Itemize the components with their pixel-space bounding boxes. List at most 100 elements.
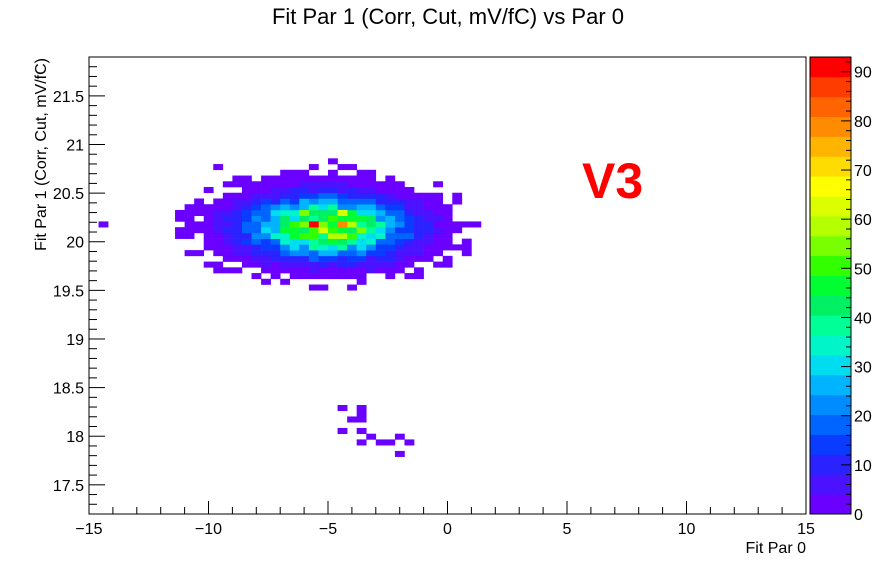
heatmap-cell <box>318 221 329 228</box>
heatmap-cell <box>356 255 367 262</box>
colorbar-segment <box>810 136 851 157</box>
heatmap-cell <box>328 273 338 280</box>
heatmap-cell <box>366 215 377 222</box>
heatmap-cell <box>404 227 415 234</box>
heatmap-cell <box>194 221 205 228</box>
heatmap-cell <box>442 209 453 216</box>
heatmap-cell <box>251 232 262 239</box>
colorbar-tick-label: 60 <box>854 212 872 229</box>
colorbar-tick-label: 0 <box>854 507 863 524</box>
heatmap-cell <box>347 250 357 257</box>
heatmap-cell <box>423 192 434 199</box>
heatmap-cell <box>213 238 224 245</box>
heatmap-cell <box>308 204 319 211</box>
heatmap-cell <box>442 215 453 222</box>
heatmap-cell <box>308 255 319 262</box>
heatmap-cell <box>356 278 367 285</box>
heatmap-cell <box>461 221 472 228</box>
heatmap-cell <box>213 204 224 211</box>
heatmap-cell <box>261 238 271 245</box>
heatmap-cell <box>433 261 444 268</box>
heatmap-cell <box>414 215 424 222</box>
heatmap-cell <box>280 267 291 274</box>
heatmap-cell <box>308 267 319 274</box>
heatmap-cell <box>366 175 377 182</box>
heatmap-cell <box>308 198 319 205</box>
heatmap-cell <box>280 187 291 194</box>
heatmap-cell <box>423 227 434 234</box>
heatmap-cell <box>356 427 367 434</box>
x-tick-label: −10 <box>195 521 222 538</box>
heatmap-cell <box>394 187 405 194</box>
heatmap-cell <box>337 273 348 280</box>
heatmap-cell <box>194 227 205 234</box>
heatmap-cell <box>184 227 195 234</box>
heatmap-cell <box>347 238 357 245</box>
heatmap-cell <box>356 169 367 176</box>
heatmap-cell <box>337 192 348 199</box>
heatmap-cell <box>299 273 310 280</box>
heatmap-cell <box>366 198 377 205</box>
heatmap-cell <box>385 187 396 194</box>
heatmap-cell <box>299 192 310 199</box>
heatmap-cell <box>452 227 463 234</box>
heatmap-cell <box>375 267 386 274</box>
heatmap-cell <box>414 238 424 245</box>
colorbar-segment <box>810 235 851 257</box>
heatmap-cell <box>251 261 262 268</box>
heatmap-cell <box>442 221 453 228</box>
heatmap-cell <box>366 250 377 257</box>
heatmap-cell <box>289 187 300 194</box>
heatmap-cell <box>98 221 109 228</box>
heatmap-cell <box>385 204 396 211</box>
colorbar-segment <box>810 454 851 475</box>
heatmap-cell <box>337 232 348 239</box>
heatmap-cell <box>414 198 424 205</box>
heatmap-cell <box>347 175 357 182</box>
heatmap-cell <box>318 209 329 216</box>
heatmap-cell <box>328 238 338 245</box>
heatmap-cell <box>347 244 357 251</box>
heatmap-cell <box>423 232 434 239</box>
heatmap-cell <box>318 198 329 205</box>
heatmap-cell <box>184 250 195 257</box>
heatmap-cell <box>222 238 233 245</box>
heatmap-cell <box>442 261 453 268</box>
heatmap-cell <box>433 221 444 228</box>
heatmap-cell <box>289 204 300 211</box>
x-tick-label: −15 <box>75 521 102 538</box>
heatmap-cell <box>280 232 291 239</box>
heatmap-cell <box>461 244 472 251</box>
heatmap-cell <box>337 221 348 228</box>
heatmap-cell <box>356 405 367 412</box>
heatmap-cell <box>356 416 367 423</box>
x-axis-label: Fit Par 0 <box>746 540 807 557</box>
heatmap-cell <box>347 267 357 274</box>
heatmap-cell <box>251 227 262 234</box>
heatmap-cell <box>280 209 291 216</box>
heatmap-cell <box>347 273 357 280</box>
heatmap-cell <box>318 232 329 239</box>
heatmap-cell <box>232 209 243 216</box>
heatmap-cell <box>423 244 434 251</box>
heatmap-cell <box>433 181 444 188</box>
x-tick-label: 5 <box>563 521 572 538</box>
heatmap-cell <box>241 232 252 239</box>
heatmap-cell <box>261 232 271 239</box>
colorbar-segment <box>810 335 851 356</box>
heatmap-cell <box>232 215 243 222</box>
heatmap-cell <box>270 221 281 228</box>
heatmap-cell <box>404 439 415 446</box>
heatmap-cell <box>347 204 357 211</box>
heatmap-cell <box>414 232 424 239</box>
heatmap-cell <box>433 204 444 211</box>
heatmap-cell <box>337 164 348 171</box>
heatmap-cell <box>385 244 396 251</box>
heatmap-cell <box>280 255 291 262</box>
heatmap-cell <box>232 221 243 228</box>
heatmap-cell <box>394 209 405 216</box>
heatmap-cell <box>194 204 205 211</box>
colorbar-tick-label: 10 <box>854 458 872 475</box>
heatmap-cell <box>261 255 271 262</box>
heatmap-cell <box>299 267 310 274</box>
